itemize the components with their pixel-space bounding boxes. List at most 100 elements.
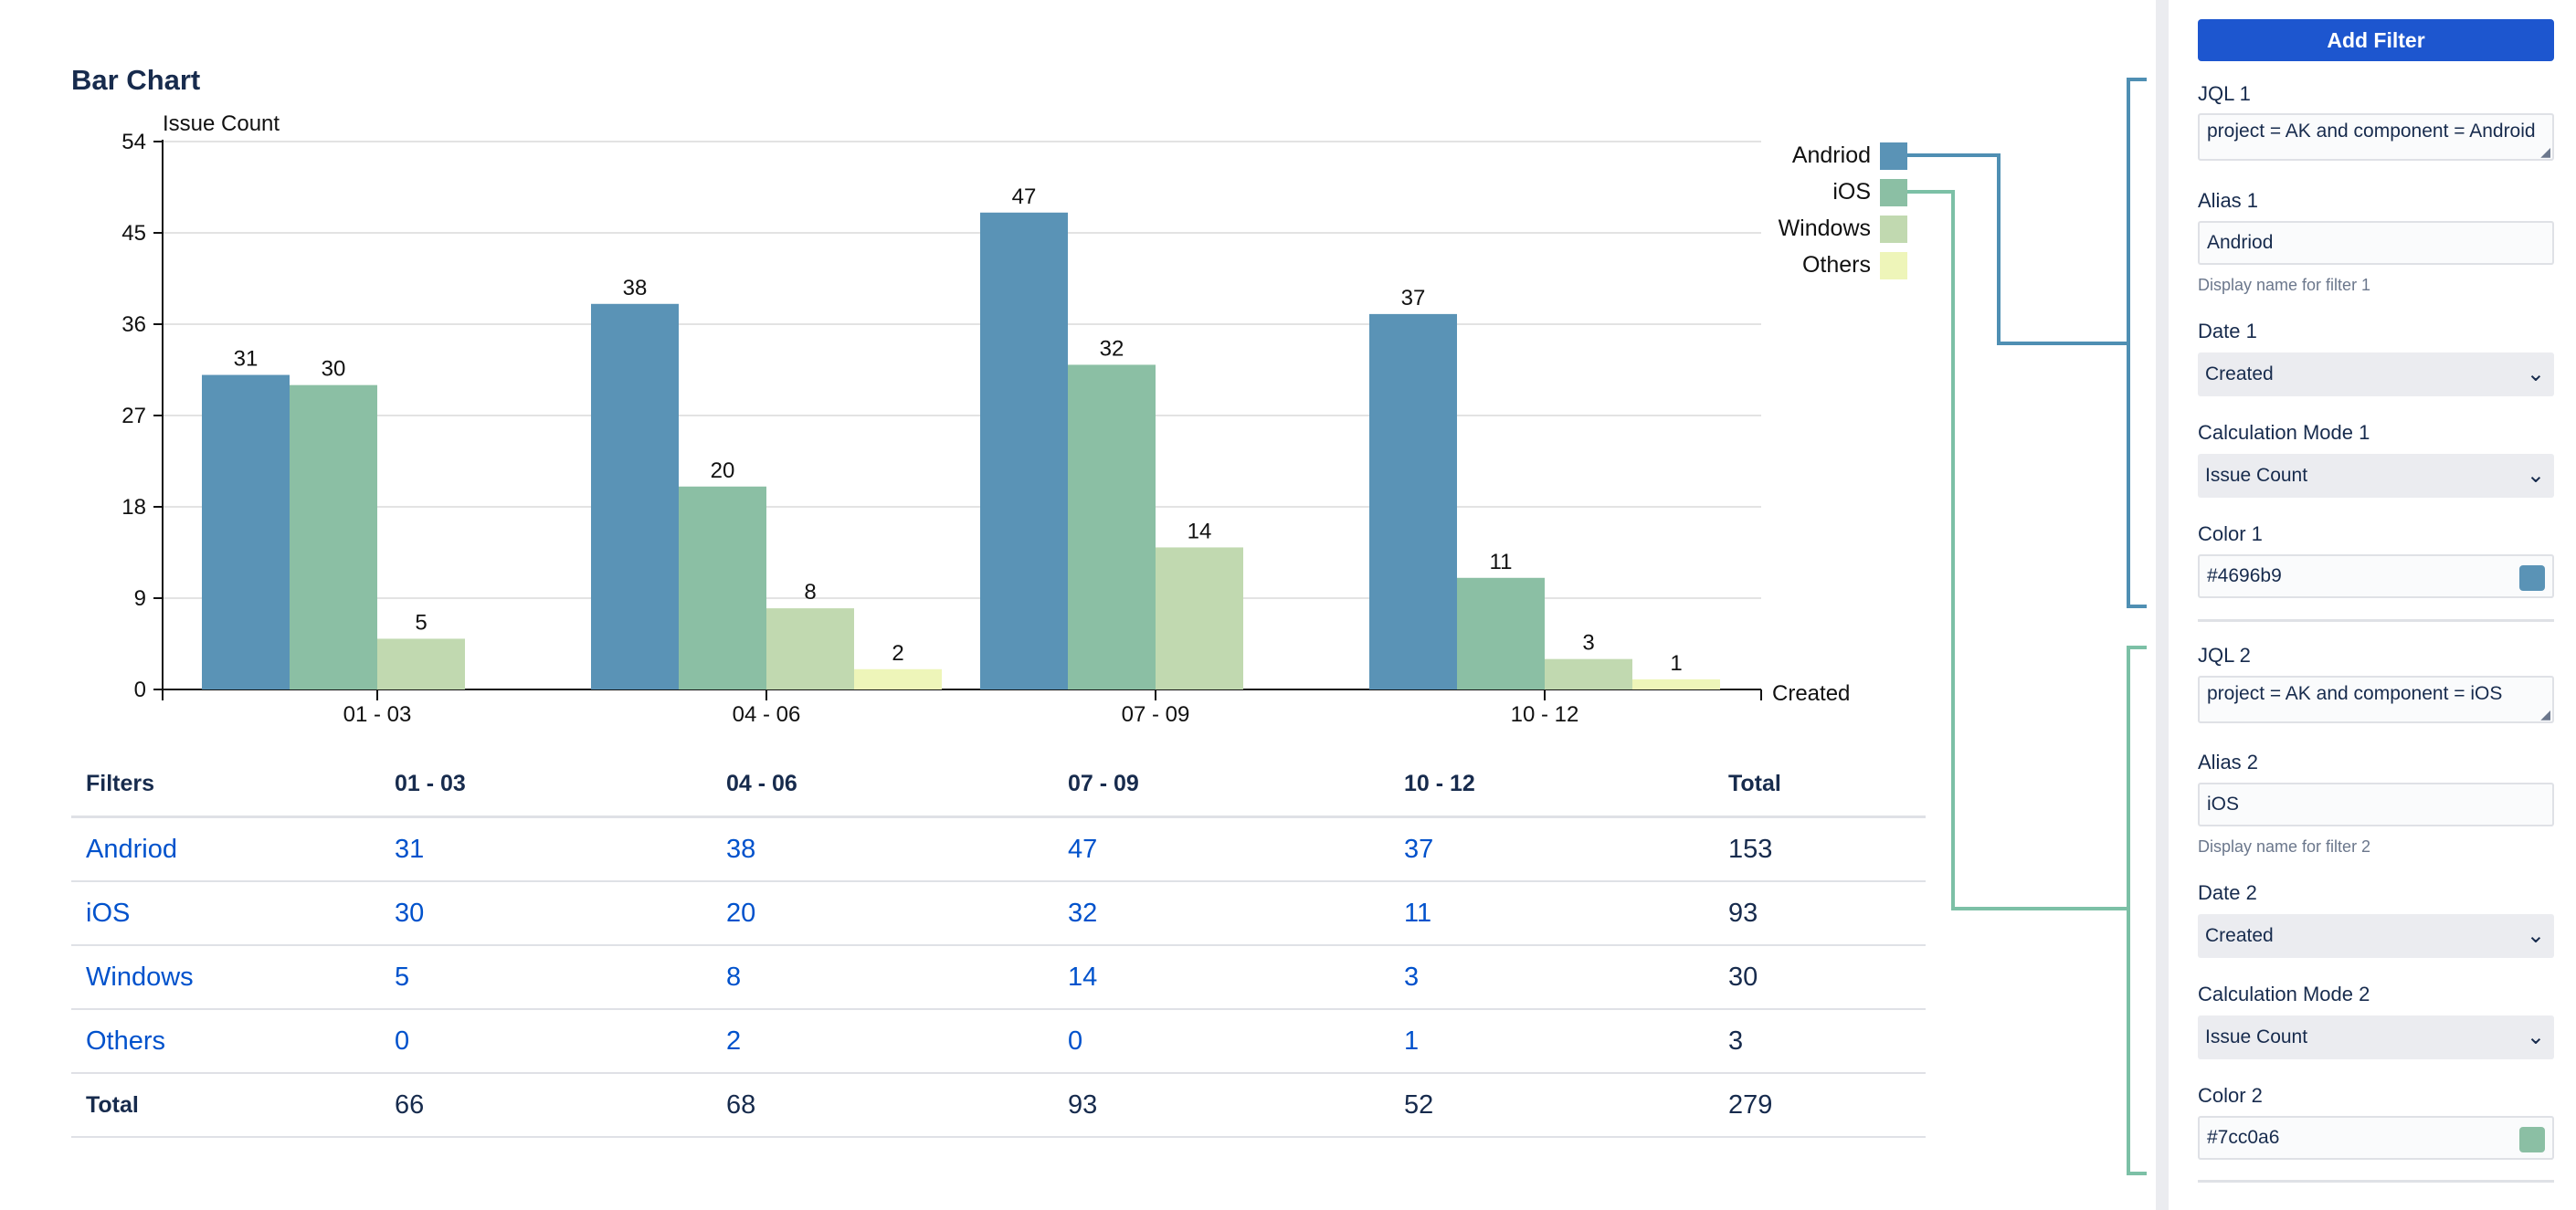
count-link[interactable]: 31 [380,816,712,882]
y-tick-label: 9 [134,586,146,611]
bar-ios[interactable] [290,384,377,689]
count-link[interactable]: 30 [380,881,712,946]
table-row: Andriod 31 38 47 37 153 [71,816,1926,882]
count-link[interactable]: 1 [1389,1009,1714,1074]
color-1-swatch[interactable] [2519,565,2545,591]
count-link[interactable]: 20 [712,881,1053,946]
connector-line-1-branch [2127,343,2147,608]
date-2-label: Date 2 [2198,881,2257,904]
bar-ios[interactable] [1068,364,1156,689]
row-total: 30 [1714,945,1926,1010]
bar-andriod[interactable] [202,374,290,689]
count-link[interactable]: 47 [1053,816,1389,882]
chart-gridlines [163,141,1761,599]
bar-windows[interactable] [1545,658,1632,689]
table-total-row: Total 66 68 93 52 279 [71,1073,1926,1138]
resize-handle-icon[interactable]: ◢ [2540,707,2550,721]
bar-value-label: 5 [415,610,427,635]
bar-value-label: 20 [711,458,735,483]
color-1-value: #4696b9 [2207,565,2282,586]
grand-total: 279 [1714,1073,1926,1138]
table-header: 07 - 09 [1053,752,1389,818]
legend-swatch [1880,179,1907,206]
y-axis-label: Issue Count [163,111,280,136]
count-link[interactable]: 11 [1389,881,1714,946]
filter-link[interactable]: Windows [71,945,380,1010]
column-total: 68 [712,1073,1053,1138]
count-link[interactable]: 37 [1389,816,1714,882]
jql-2-value: project = AK and component = iOS [2207,683,2503,704]
alias-1-input[interactable]: Andriod [2198,221,2554,265]
color-2-input[interactable]: #7cc0a6 [2198,1116,2554,1160]
color-2-label: Color 2 [2198,1084,2263,1107]
count-link[interactable]: 2 [712,1009,1053,1074]
color-1-input[interactable]: #4696b9 [2198,554,2554,598]
bar-andriod[interactable] [591,303,679,689]
chevron-down-icon: ⌄ [2526,463,2545,488]
color-2-swatch[interactable] [2519,1127,2545,1152]
legend-swatch [1880,142,1907,170]
row-total: 153 [1714,816,1926,882]
add-filter-button[interactable]: Add Filter [2198,19,2554,61]
y-tick-label: 18 [121,495,146,520]
bar-others[interactable] [854,668,942,689]
calc-mode-1-select[interactable]: Issue Count ⌄ [2198,454,2554,498]
chart-legend: Andriod iOS Windows Others [1779,142,1907,279]
date-2-select[interactable]: Created ⌄ [2198,914,2554,958]
bar-ios[interactable] [1457,577,1545,689]
x-tick-label: 01 - 03 [343,702,412,727]
count-link[interactable]: 32 [1053,881,1389,946]
table-header-row: Filters 01 - 03 04 - 06 07 - 09 10 - 12 … [71,752,1926,818]
column-total: 52 [1389,1073,1714,1138]
bar-windows[interactable] [1156,547,1243,689]
filter-link[interactable]: Andriod [71,816,380,882]
count-link[interactable]: 3 [1389,945,1714,1010]
chart-title: Bar Chart [71,64,201,96]
count-link[interactable]: 5 [380,945,712,1010]
bar-andriod[interactable] [980,212,1068,689]
jql-2-input[interactable]: project = AK and component = iOS ◢ [2198,676,2554,723]
count-link[interactable]: 0 [1053,1009,1389,1074]
bar-value-label: 11 [1490,550,1513,574]
legend-label: Andriod [1792,142,1871,168]
bar-value-label: 30 [322,357,346,382]
bar-andriod[interactable] [1369,313,1457,689]
bar-value-label: 47 [1012,184,1037,209]
resize-handle-icon[interactable]: ◢ [2540,144,2550,159]
x-tick-label: 10 - 12 [1511,702,1579,727]
x-tick-label: 07 - 09 [1122,702,1190,727]
y-tick-label: 54 [121,130,146,154]
bar-windows[interactable] [766,608,854,689]
alias-2-input[interactable]: iOS [2198,783,2554,826]
table-header: 10 - 12 [1389,752,1714,818]
bar-others[interactable] [1632,679,1720,689]
calc-mode-1-label: Calculation Mode 1 [2198,421,2370,444]
color-2-value: #7cc0a6 [2207,1127,2280,1148]
alias-2-help: Display name for filter 2 [2198,837,2371,856]
connector-line-2 [1907,190,2147,910]
chevron-down-icon: ⌄ [2526,1025,2545,1049]
count-link[interactable]: 14 [1053,945,1389,1010]
table-row: Others 0 2 0 1 3 [71,1009,1926,1074]
bar-windows[interactable] [377,638,465,689]
calc-mode-2-select[interactable]: Issue Count ⌄ [2198,1015,2554,1059]
date-2-value: Created [2205,925,2274,946]
count-link[interactable]: 0 [380,1009,712,1074]
calc-mode-2-value: Issue Count [2205,1026,2308,1047]
jql-1-input[interactable]: project = AK and component = Android ◢ [2198,113,2554,161]
count-link[interactable]: 38 [712,816,1053,882]
table-header: 04 - 06 [712,752,1053,818]
date-1-select[interactable]: Created ⌄ [2198,352,2554,396]
y-tick-label: 27 [121,404,146,428]
table-row: iOS 30 20 32 11 93 [71,881,1926,946]
count-link[interactable]: 8 [712,945,1053,1010]
bar-ios[interactable] [679,486,766,689]
y-tick-label: 45 [121,221,146,246]
bar-value-label: 37 [1401,286,1426,310]
filter-link[interactable]: Others [71,1009,380,1074]
column-total: 93 [1053,1073,1389,1138]
column-total: 66 [380,1073,712,1138]
filter-link[interactable]: iOS [71,881,380,946]
date-1-value: Created [2205,363,2274,384]
